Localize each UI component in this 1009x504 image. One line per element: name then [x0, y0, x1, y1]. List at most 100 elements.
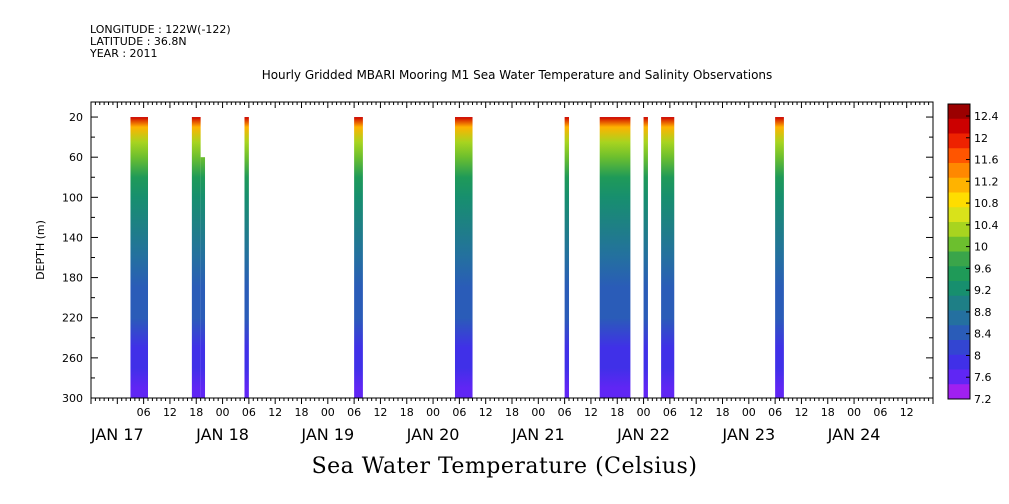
- colorbar-swatch: [948, 340, 970, 356]
- x-hour-tick-label: 06: [768, 406, 782, 419]
- observation-block: [191, 117, 201, 399]
- x-hour-tick-label: 18: [505, 406, 519, 419]
- x-hour-tick-label: 00: [426, 406, 440, 419]
- x-day-label: JAN 18: [195, 425, 249, 444]
- colorbar-swatch: [948, 236, 970, 252]
- x-hour-tick-label: 18: [400, 406, 414, 419]
- colorbar-swatch: [948, 192, 970, 208]
- longitude-label: LONGITUDE : 122W(-122): [90, 23, 231, 36]
- x-hour-tick-label: 00: [531, 406, 545, 419]
- y-tick-label: 100: [62, 191, 83, 204]
- colorbar-swatch: [948, 251, 970, 267]
- y-axis-label: DEPTH (m): [34, 220, 47, 280]
- x-day-label: JAN 23: [721, 425, 775, 444]
- x-hour-tick-label: 12: [163, 406, 177, 419]
- x-hour-tick-label: 18: [821, 406, 835, 419]
- colorbar-swatch: [948, 310, 970, 326]
- colorbar-label: 8: [974, 349, 981, 362]
- colorbar-swatch: [948, 177, 970, 193]
- y-tick-label: 220: [62, 312, 83, 325]
- x-hour-tick-label: 12: [584, 406, 598, 419]
- temperature-depth-chart: 06 12 18 00 06 12 18 00 06 12 18 00 06 12 18 00 06 12 18 00…: [34, 101, 999, 444]
- colorbar-swatch: [948, 369, 970, 385]
- colorbar-swatch: [948, 148, 970, 164]
- colorbar-label: 8.8: [974, 306, 992, 319]
- x-hour-tick-label: 06: [663, 406, 677, 419]
- observation-block: [454, 117, 473, 399]
- x-hour-tick-label: 06: [242, 406, 256, 419]
- colorbar-swatch: [948, 354, 970, 370]
- colorbar-swatch: [948, 118, 970, 134]
- x-hour-tick-label: 00: [216, 406, 230, 419]
- x-day-label: JAN 22: [616, 425, 670, 444]
- observation-block: [244, 117, 249, 399]
- observation-blocks: [130, 117, 784, 399]
- observation-block: [130, 117, 149, 399]
- x-hour-tick-label: 06: [873, 406, 887, 419]
- year-label: YEAR : 2011: [90, 47, 158, 60]
- chart-axes: 06 12 18 00 06 12 18 00 06 12 18 00 06 12 18 00 06 12 18 00…: [34, 101, 934, 444]
- colorbar-swatch: [948, 163, 970, 179]
- plot-frame: [90, 101, 934, 399]
- x-hour-tick-label: 00: [321, 406, 335, 419]
- x-hour-tick-label: 12: [900, 406, 914, 419]
- observation-block: [643, 117, 648, 399]
- colorbar-swatch: [948, 325, 970, 341]
- x-day-label: JAN 24: [827, 425, 881, 444]
- colorbar-swatch: [948, 266, 970, 282]
- x-hour-tick-label: 12: [479, 406, 493, 419]
- observation-block: [599, 117, 631, 399]
- y-tick-label: 180: [62, 272, 83, 285]
- colorbar-swatch: [948, 222, 970, 238]
- x-day-label: JAN 17: [90, 425, 144, 444]
- x-hour-tick-label: 06: [558, 406, 572, 419]
- colorbar-label: 10.4: [974, 219, 999, 232]
- chart-title: Hourly Gridded MBARI Mooring M1 Sea Wate…: [261, 68, 773, 82]
- x-hour-tick-label: 00: [742, 406, 756, 419]
- colorbar-swatch: [948, 281, 970, 297]
- colorbar-label: 9.2: [974, 284, 992, 297]
- y-tick-label: 60: [69, 151, 83, 164]
- y-tick-label: 300: [62, 392, 83, 405]
- colorbar-swatch: [948, 104, 970, 120]
- observation-block: [354, 117, 363, 399]
- observation-block: [564, 117, 570, 399]
- x-hour-tick-label: 06: [137, 406, 151, 419]
- x-hour-tick-label: 12: [794, 406, 808, 419]
- x-hour-tick-label: 18: [295, 406, 309, 419]
- colorbar: 12.4 12 11.6 11.2 10.8 10.4 10 9.6 9.2 8.8 8.4 8 7.6…: [947, 103, 999, 406]
- observation-block: [661, 117, 675, 399]
- x-hour-tick-label: 00: [847, 406, 861, 419]
- colorbar-label: 8.4: [974, 328, 992, 341]
- x-day-label: JAN 19: [300, 425, 354, 444]
- y-tick-label: 140: [62, 231, 83, 244]
- colorbar-frame: [947, 103, 971, 400]
- x-hour-tick-label: 12: [373, 406, 387, 419]
- observation-block: [775, 117, 784, 399]
- x-hour-tick-label: 18: [716, 406, 730, 419]
- x-hour-tick-label: 00: [637, 406, 651, 419]
- x-day-label: JAN 21: [511, 425, 565, 444]
- variable-label: Sea Water Temperature (Celsius): [311, 454, 698, 479]
- colorbar-label: 11.6: [974, 154, 999, 167]
- x-hour-tick-label: 12: [268, 406, 282, 419]
- x-hour-tick-label: 18: [610, 406, 624, 419]
- colorbar-label: 10: [974, 241, 988, 254]
- x-hour-tick-label: 12: [689, 406, 703, 419]
- colorbar-label: 11.2: [974, 175, 999, 188]
- observation-block: [200, 157, 206, 398]
- x-hour-tick-label: 06: [347, 406, 361, 419]
- colorbar-swatch: [948, 207, 970, 223]
- colorbar-swatch: [948, 384, 970, 400]
- colorbar-swatch: [948, 295, 970, 311]
- latitude-label: LATITUDE : 36.8N: [90, 35, 187, 48]
- x-hour-tick-label: 18: [189, 406, 203, 419]
- colorbar-label: 9.6: [974, 262, 992, 275]
- x-day-label: JAN 20: [406, 425, 460, 444]
- y-tick-label: 20: [69, 111, 83, 124]
- colorbar-label: 7.2: [974, 393, 992, 406]
- colorbar-swatch: [948, 133, 970, 149]
- y-tick-label: 260: [62, 352, 83, 365]
- colorbar-label: 12: [974, 132, 988, 145]
- colorbar-label: 12.4: [974, 110, 999, 123]
